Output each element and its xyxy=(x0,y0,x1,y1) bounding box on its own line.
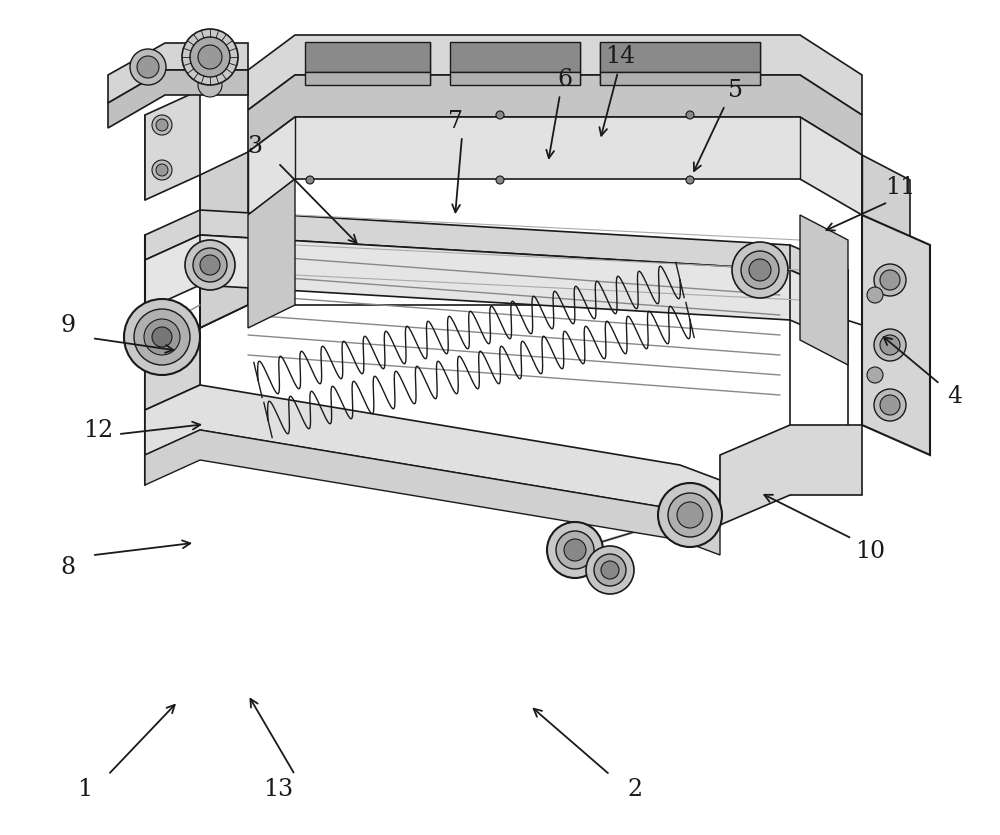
Circle shape xyxy=(586,546,634,594)
Polygon shape xyxy=(305,42,430,72)
Polygon shape xyxy=(248,75,862,155)
Circle shape xyxy=(156,119,168,131)
Circle shape xyxy=(137,56,159,78)
Text: 3: 3 xyxy=(248,134,262,158)
Text: 1: 1 xyxy=(77,777,93,801)
Text: 7: 7 xyxy=(448,109,462,133)
Circle shape xyxy=(130,49,166,85)
Polygon shape xyxy=(108,70,248,128)
Text: 4: 4 xyxy=(947,385,963,408)
Polygon shape xyxy=(450,42,580,72)
Circle shape xyxy=(152,160,172,180)
Circle shape xyxy=(564,539,586,561)
Circle shape xyxy=(185,240,235,290)
Polygon shape xyxy=(248,117,862,215)
Circle shape xyxy=(880,270,900,290)
Text: 12: 12 xyxy=(83,418,113,442)
Circle shape xyxy=(874,329,906,361)
Text: 13: 13 xyxy=(263,777,293,801)
Circle shape xyxy=(874,264,906,296)
Text: 5: 5 xyxy=(728,78,742,102)
Circle shape xyxy=(668,493,712,537)
Text: 8: 8 xyxy=(60,556,76,579)
Polygon shape xyxy=(108,43,248,103)
Circle shape xyxy=(182,29,238,85)
Circle shape xyxy=(594,554,626,586)
Polygon shape xyxy=(145,345,200,410)
Circle shape xyxy=(152,115,172,135)
Circle shape xyxy=(198,73,222,97)
Circle shape xyxy=(190,37,230,77)
Polygon shape xyxy=(200,152,248,328)
Circle shape xyxy=(556,531,594,569)
Polygon shape xyxy=(862,215,930,455)
Circle shape xyxy=(686,176,694,184)
Polygon shape xyxy=(720,425,862,525)
Circle shape xyxy=(880,395,900,415)
Circle shape xyxy=(156,164,168,176)
Circle shape xyxy=(874,389,906,421)
Polygon shape xyxy=(800,215,848,365)
Circle shape xyxy=(677,502,703,528)
Text: 9: 9 xyxy=(60,314,76,337)
Polygon shape xyxy=(600,72,760,85)
Circle shape xyxy=(496,111,504,119)
Polygon shape xyxy=(145,210,848,295)
Polygon shape xyxy=(145,385,720,525)
Text: 11: 11 xyxy=(885,176,915,200)
Circle shape xyxy=(749,259,771,281)
Circle shape xyxy=(867,287,883,303)
Circle shape xyxy=(732,242,788,298)
Polygon shape xyxy=(450,72,580,85)
Circle shape xyxy=(306,176,314,184)
Circle shape xyxy=(193,248,227,282)
Polygon shape xyxy=(145,90,200,200)
Circle shape xyxy=(124,299,200,375)
Polygon shape xyxy=(248,179,295,328)
Circle shape xyxy=(601,561,619,579)
Text: 14: 14 xyxy=(605,45,635,68)
Circle shape xyxy=(496,176,504,184)
Circle shape xyxy=(198,45,222,69)
Polygon shape xyxy=(305,72,430,85)
Text: 2: 2 xyxy=(627,777,643,801)
Circle shape xyxy=(134,309,190,365)
Circle shape xyxy=(867,367,883,383)
Text: 6: 6 xyxy=(557,68,573,91)
Circle shape xyxy=(686,111,694,119)
Polygon shape xyxy=(862,155,910,335)
Polygon shape xyxy=(145,430,720,555)
Polygon shape xyxy=(248,35,862,115)
Circle shape xyxy=(741,251,779,289)
Circle shape xyxy=(144,319,180,355)
Circle shape xyxy=(200,255,220,275)
Circle shape xyxy=(880,335,900,355)
Polygon shape xyxy=(145,235,848,345)
Circle shape xyxy=(152,327,172,347)
Polygon shape xyxy=(600,42,760,72)
Text: 10: 10 xyxy=(855,539,885,563)
Circle shape xyxy=(547,522,603,578)
Circle shape xyxy=(658,483,722,547)
